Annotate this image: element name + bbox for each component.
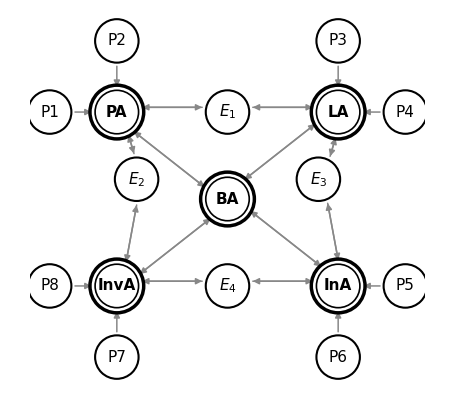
- Circle shape: [311, 85, 365, 139]
- Text: P7: P7: [107, 349, 126, 365]
- Text: $E_3$: $E_3$: [310, 170, 327, 189]
- Circle shape: [311, 259, 365, 313]
- Circle shape: [201, 172, 254, 226]
- Text: PA: PA: [106, 105, 127, 119]
- Text: P2: P2: [107, 33, 126, 49]
- Circle shape: [90, 85, 144, 139]
- Text: $E_1$: $E_1$: [219, 103, 236, 121]
- Circle shape: [95, 336, 139, 379]
- Text: $E_4$: $E_4$: [219, 277, 236, 295]
- Circle shape: [316, 336, 360, 379]
- Circle shape: [115, 158, 158, 201]
- Text: P3: P3: [329, 33, 348, 49]
- Circle shape: [28, 264, 71, 308]
- Text: P5: P5: [396, 279, 415, 293]
- Circle shape: [297, 158, 340, 201]
- Circle shape: [95, 19, 139, 62]
- Circle shape: [28, 90, 71, 134]
- Text: P6: P6: [329, 349, 348, 365]
- Text: P8: P8: [40, 279, 59, 293]
- Circle shape: [316, 264, 360, 308]
- Circle shape: [95, 264, 139, 308]
- Text: $E_2$: $E_2$: [128, 170, 145, 189]
- Text: LA: LA: [328, 105, 349, 119]
- Circle shape: [384, 90, 427, 134]
- Circle shape: [90, 259, 144, 313]
- Text: InA: InA: [324, 279, 352, 293]
- Text: BA: BA: [216, 191, 239, 207]
- Circle shape: [95, 90, 139, 134]
- Text: P1: P1: [40, 105, 59, 119]
- Circle shape: [316, 19, 360, 62]
- Text: InvA: InvA: [98, 279, 136, 293]
- Circle shape: [206, 264, 249, 308]
- Circle shape: [206, 90, 249, 134]
- Text: P4: P4: [396, 105, 415, 119]
- Circle shape: [316, 90, 360, 134]
- Circle shape: [384, 264, 427, 308]
- Circle shape: [206, 177, 249, 221]
